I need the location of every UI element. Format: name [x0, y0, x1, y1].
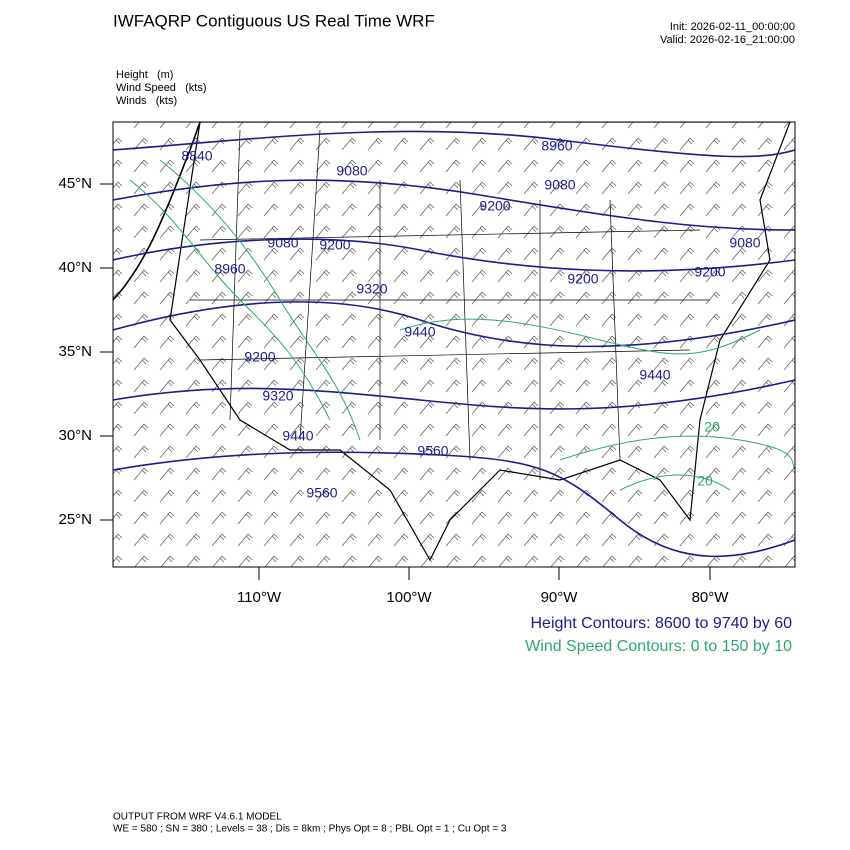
contour-label: 8840 — [181, 148, 212, 164]
lon-label: 110°W — [237, 589, 282, 606]
wind-barbs — [113, 122, 795, 567]
contour-label: 9080 — [267, 235, 298, 251]
map — [112, 121, 796, 568]
init-time: Init: 2026-02-11_00:00:00 — [670, 21, 795, 33]
contour-label: 9200 — [694, 264, 725, 280]
contour-label: 9200 — [567, 271, 598, 287]
contour-label: 9080 — [336, 163, 367, 179]
contour-label: 9440 — [404, 324, 435, 340]
contour-label: 9080 — [729, 235, 760, 251]
contour-label: 8960 — [214, 261, 245, 277]
wind-speed-contours — [129, 159, 795, 491]
contour-label: 9440 — [282, 428, 313, 444]
contour-label: 20 — [697, 473, 713, 489]
title: IWFAQRP Contiguous US Real Time WRF — [113, 11, 435, 30]
height-contours — [113, 130, 795, 558]
contour-label: 9200 — [319, 237, 350, 253]
contour-label: 9560 — [306, 485, 337, 501]
lon-label: 100°W — [386, 589, 432, 606]
footer-line: WE = 580 ; SN = 380 ; Levels = 38 ; Dis … — [113, 824, 507, 835]
contour-label: 9560 — [417, 443, 448, 459]
valid-time: Valid: 2026-02-16_21:00:00 — [660, 34, 795, 46]
contour-label: 9080 — [544, 177, 575, 193]
contour-label: 9200 — [479, 198, 510, 214]
field-label: Height (m) — [116, 69, 173, 81]
map-field — [113, 122, 795, 567]
legend-height: Height Contours: 8600 to 9740 by 60 — [530, 615, 792, 632]
lon-label: 90°W — [541, 589, 579, 606]
map-frame — [112, 121, 796, 568]
contour-label: 9320 — [356, 281, 387, 297]
footer-line: OUTPUT FROM WRF V4.6.1 MODEL — [113, 812, 282, 823]
contour-label: 9200 — [244, 349, 275, 365]
field-label: Wind Speed (kts) — [116, 82, 206, 94]
state-lines — [190, 129, 710, 480]
coastline — [113, 122, 201, 301]
lat-label: 25°N — [58, 511, 92, 528]
lat-label: 40°N — [58, 259, 92, 276]
lon-label: 80°W — [692, 589, 730, 606]
us-outline — [169, 122, 791, 562]
lat-label: 30°N — [58, 427, 92, 444]
contour-label: 9440 — [639, 367, 670, 383]
contour-label: 9320 — [262, 388, 293, 404]
lat-label: 35°N — [58, 343, 92, 360]
field-label: Winds (kts) — [116, 95, 177, 107]
lat-label: 45°N — [58, 175, 92, 192]
legend-wind: Wind Speed Contours: 0 to 150 by 10 — [525, 638, 792, 655]
contour-label: 20 — [704, 419, 720, 435]
contour-label: 8960 — [541, 138, 572, 154]
